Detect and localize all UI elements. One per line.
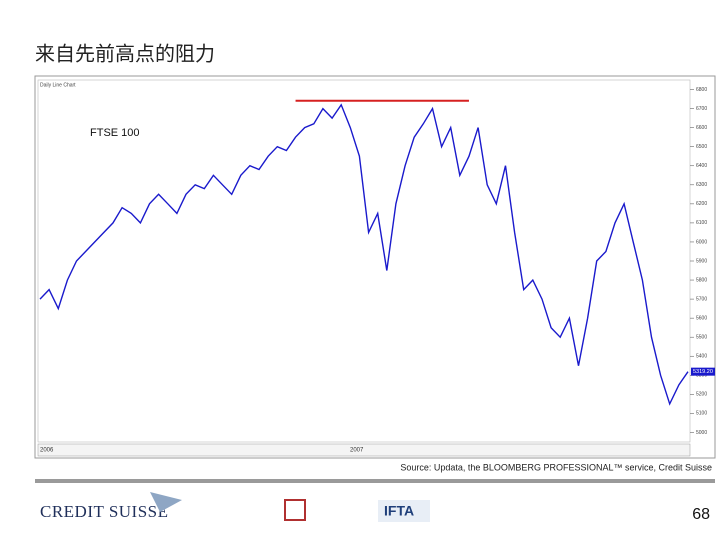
year-label: 2006 xyxy=(40,448,54,454)
price-line xyxy=(39,103,689,406)
y-tick-label: 5000 xyxy=(696,430,707,436)
series-label: FTSE 100 xyxy=(90,127,140,139)
y-tick-label: 6800 xyxy=(696,87,707,93)
y-tick-label: 5100 xyxy=(696,411,707,417)
page-number: 68 xyxy=(692,506,710,523)
y-tick-label: 5900 xyxy=(696,258,707,264)
last-price-label: 5319.20 xyxy=(693,369,713,375)
y-tick-label: 5500 xyxy=(696,335,707,341)
partner-logo-mark xyxy=(284,499,306,521)
plot-area xyxy=(37,79,691,443)
y-tick-label: 5400 xyxy=(696,354,707,360)
y-tick-label: 6600 xyxy=(696,125,707,131)
year-label: 2007 xyxy=(350,448,364,454)
last-price-box xyxy=(691,367,715,376)
company-logo: CREDIT SUISSE xyxy=(40,502,169,521)
y-tick-label: 5700 xyxy=(696,296,707,302)
y-tick-label: 6200 xyxy=(696,201,707,207)
date-strip xyxy=(37,443,691,457)
divider xyxy=(35,479,715,483)
partner-logo: IFTA xyxy=(384,503,414,519)
y-tick-label: 6000 xyxy=(696,239,707,245)
chart-header: Daily Line Chart xyxy=(40,82,76,88)
y-tick-label: 5800 xyxy=(696,277,707,283)
y-tick-label: 6100 xyxy=(696,220,707,226)
partner-logo-box xyxy=(378,500,430,522)
y-tick-label: 6300 xyxy=(696,182,707,188)
y-tick-label: 5200 xyxy=(696,392,707,398)
source-note: Source: Updata, the BLOOMBERG PROFESSION… xyxy=(400,462,712,472)
y-tick-label: 6700 xyxy=(696,106,707,112)
y-tick-label: 5600 xyxy=(696,315,707,321)
slide-title: 来自先前高点的阻力 xyxy=(35,42,215,66)
logo-sail xyxy=(150,492,182,512)
y-tick-label: 6400 xyxy=(696,163,707,169)
y-tick-label: 6500 xyxy=(696,144,707,150)
